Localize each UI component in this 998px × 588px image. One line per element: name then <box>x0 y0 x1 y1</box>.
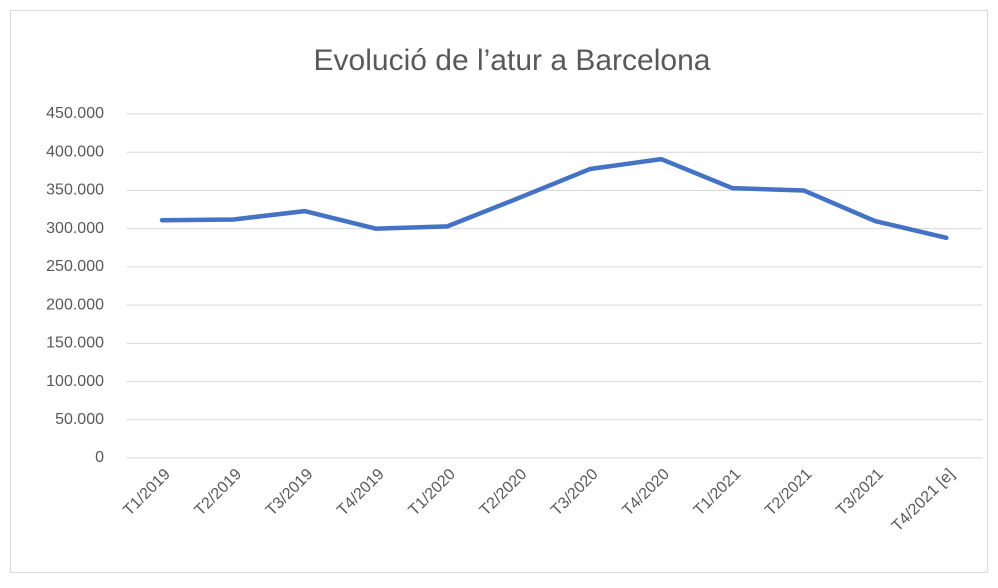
y-tick-label: 300.000 <box>46 220 104 237</box>
chart-border <box>10 10 988 573</box>
y-tick-label: 250.000 <box>46 258 104 275</box>
chart-title: Evolució de l’atur a Barcelona <box>314 44 711 77</box>
y-tick-label: 150.000 <box>46 335 104 352</box>
y-tick-label: 0 <box>95 449 104 466</box>
y-tick-label: 400.000 <box>46 143 104 160</box>
line <box>159 156 949 241</box>
y-tick-label: 100.000 <box>46 373 104 390</box>
y-tick-label: 200.000 <box>46 296 104 313</box>
y-tick-label: 50.000 <box>55 411 104 428</box>
y-tick-label: 350.000 <box>46 182 104 199</box>
y-tick-label: 450.000 <box>46 105 104 122</box>
